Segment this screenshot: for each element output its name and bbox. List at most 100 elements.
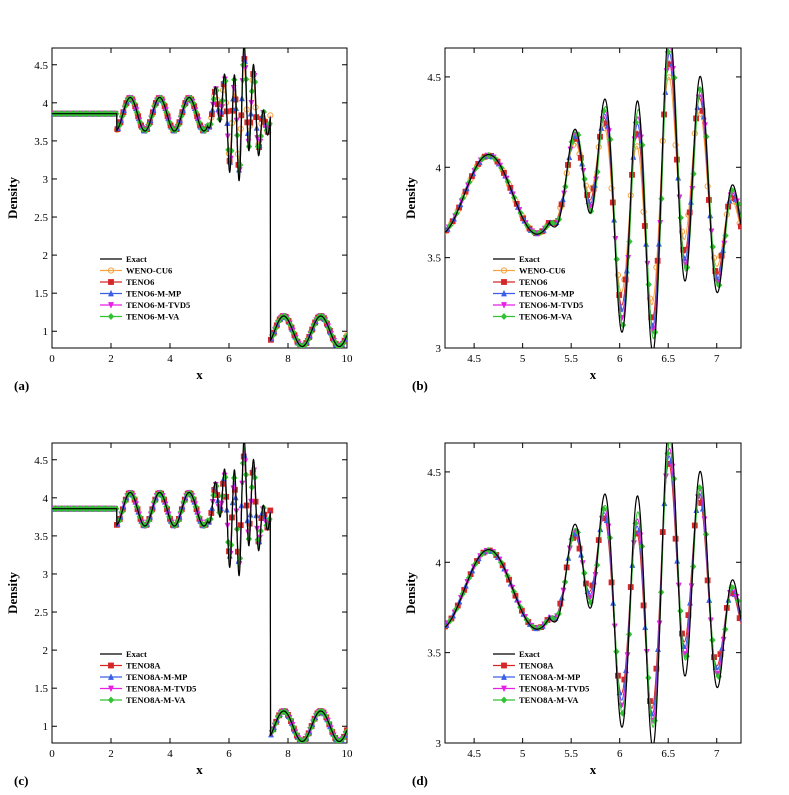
legend-marker-teno6-a bbox=[108, 279, 114, 285]
x-tick-label-b: 5 bbox=[520, 353, 526, 365]
panel-label-c: (c) bbox=[14, 773, 28, 788]
legend-entry-weno-cu6-a: WENO-CU6 bbox=[126, 266, 172, 276]
series-line-teno6-m-va-a bbox=[52, 48, 347, 347]
legend-entry-exact-c: Exact bbox=[126, 649, 147, 659]
legend-entry-teno6-m-va-a: TENO6-M-VA bbox=[126, 312, 180, 322]
legend-marker-teno6-m-va-b bbox=[500, 312, 508, 321]
legend-entry-teno8a-m-va-d: TENO8A-M-VA bbox=[519, 695, 579, 705]
y-tick-label-b: 3.5 bbox=[427, 253, 441, 265]
x-tick-label-a: 2 bbox=[108, 353, 114, 365]
y-tick-label-b: 3 bbox=[436, 343, 442, 355]
x-tick-label-a: 4 bbox=[167, 353, 173, 365]
y-tick-label-c: 1.5 bbox=[34, 683, 48, 695]
legend-entry-teno6-m-tvd5-b: TENO6-M-TVD5 bbox=[519, 300, 583, 310]
legend-marker-teno8a-m-va-d bbox=[500, 696, 508, 704]
y-tick-label-c: 3.5 bbox=[34, 531, 48, 543]
x-tick-label-c: 6 bbox=[226, 748, 232, 760]
plot-area-c bbox=[52, 443, 347, 743]
x-tick-label-a: 6 bbox=[226, 353, 232, 365]
y-tick-label-a: 3 bbox=[43, 174, 49, 186]
y-axis-label-c: Density bbox=[5, 572, 20, 614]
panel-label-d: (d) bbox=[412, 773, 428, 788]
legend-entry-weno-cu6-b: WENO-CU6 bbox=[519, 266, 565, 276]
series-point-teno6-m-va-b bbox=[677, 214, 684, 222]
x-tick-label-c: 10 bbox=[342, 748, 354, 760]
y-tick-label-b: 4 bbox=[436, 162, 442, 174]
legend-entry-exact-b: Exact bbox=[519, 254, 540, 264]
series-line-teno6-m-tvd5-a bbox=[52, 51, 347, 347]
y-tick-label-c: 2 bbox=[43, 645, 49, 657]
x-tick-label-d: 7 bbox=[714, 748, 720, 760]
legend-marker-teno8a-m-va-c bbox=[107, 696, 115, 704]
x-tick-label-d: 6.5 bbox=[661, 748, 675, 760]
x-tick-label-b: 4.5 bbox=[467, 353, 481, 365]
legend-marker-teno8a-c bbox=[108, 662, 114, 669]
x-tick-label-b: 6.5 bbox=[661, 353, 675, 365]
x-tick-label-c: 4 bbox=[167, 748, 173, 760]
y-axis-label-b: Density bbox=[403, 177, 418, 219]
series-line-teno6-m-mp-a bbox=[52, 53, 347, 347]
x-tick-label-b: 6 bbox=[617, 353, 623, 365]
x-tick-label-c: 2 bbox=[108, 748, 114, 760]
x-tick-label-d: 5 bbox=[520, 748, 526, 760]
series-line-teno8a-c bbox=[52, 455, 347, 742]
x-tick-label-d: 5.5 bbox=[564, 748, 578, 760]
legend-entry-teno8a-d: TENO8A bbox=[519, 661, 554, 671]
series-point-teno6-m-va-b bbox=[581, 175, 588, 183]
legend-marker-teno6-m-mp-a bbox=[108, 289, 114, 297]
y-tick-label-c: 4 bbox=[43, 493, 49, 505]
y-tick-label-b: 4.5 bbox=[427, 72, 441, 84]
panel-d: 4.5 5 5.5 6 6.5 7 3 3.5 4 4.5 x Density (d) Exact TENO… bbox=[403, 442, 742, 788]
series-line-teno8a-m-tvd5-c bbox=[52, 448, 347, 742]
x-tick-label-c: 8 bbox=[285, 748, 291, 760]
y-tick-label-d: 4 bbox=[436, 557, 442, 569]
plot-area-b bbox=[445, 48, 741, 348]
y-tick-label-c: 4.5 bbox=[34, 455, 48, 467]
series-point-teno6-m-va-b bbox=[690, 170, 697, 178]
y-tick-label-a: 3.5 bbox=[34, 136, 48, 148]
series-point-teno8a-m-va-d bbox=[645, 674, 652, 682]
panel-label-b: (b) bbox=[412, 378, 428, 393]
x-tick-label-a: 10 bbox=[342, 353, 354, 365]
panel-a: 0 2 4 6 8 10 1 1.5 2 2.5 3 3.5 4 4.5 x Density (a) Exact W… bbox=[5, 47, 354, 393]
series-point-teno6-m-va-b bbox=[613, 255, 620, 263]
y-tick-label-d: 4.5 bbox=[427, 467, 441, 479]
y-tick-label-a: 1.5 bbox=[34, 288, 48, 300]
panel-c: 0 2 4 6 8 10 1 1.5 2 2.5 3 3.5 4 4.5 x Density (c) Exact T… bbox=[5, 442, 354, 788]
legend-entry-teno8a-m-mp-c: TENO8A-M-MP bbox=[126, 672, 187, 682]
legend-marker-teno6-m-tvd5-b bbox=[501, 302, 507, 309]
y-axis-label-d: Density bbox=[403, 572, 418, 614]
legend-entry-teno6-m-tvd5-a: TENO6-M-TVD5 bbox=[126, 300, 190, 310]
series-point-teno6-m-va-b bbox=[658, 195, 665, 203]
y-tick-label-c: 3 bbox=[43, 569, 49, 581]
series-line-weno-cu6-a bbox=[52, 64, 347, 347]
series-line-exact-c bbox=[52, 443, 347, 743]
plot-frame-a bbox=[51, 47, 348, 349]
plot-frame-b bbox=[444, 47, 742, 349]
series-line-exact-b bbox=[445, 48, 741, 348]
y-tick-label-a: 1 bbox=[43, 326, 49, 338]
legend-marker-teno6-m-tvd5-a bbox=[108, 302, 114, 309]
series-line-exact-d bbox=[445, 443, 741, 743]
legend-marker-weno-cu6-b bbox=[500, 267, 508, 274]
legend-entry-exact-d: Exact bbox=[519, 649, 540, 659]
y-tick-label-d: 3 bbox=[436, 738, 442, 750]
legend-marker-teno6-m-va-a bbox=[107, 312, 115, 321]
legend-marker-teno8a-m-tvd5-c bbox=[108, 685, 114, 693]
plot-frame-d bbox=[444, 442, 742, 744]
legend-marker-teno8a-d bbox=[501, 662, 507, 669]
x-tick-label-c: 0 bbox=[49, 748, 55, 760]
y-tick-label-a: 4.5 bbox=[34, 60, 48, 72]
series-point-teno6-m-va-b bbox=[626, 238, 633, 246]
legend-marker-teno8a-m-mp-c bbox=[108, 673, 114, 680]
series-line-teno6-a bbox=[52, 56, 347, 347]
legend-marker-weno-cu6-a bbox=[107, 267, 115, 274]
plot-area-d bbox=[445, 443, 741, 743]
series-point-teno8a-m-va-d bbox=[677, 607, 684, 615]
legend-entry-teno6-m-mp-b: TENO6-M-MP bbox=[519, 289, 574, 299]
legend-entry-teno6-m-mp-a: TENO6-M-MP bbox=[126, 289, 181, 299]
legend-entry-teno8a-m-mp-d: TENO8A-M-MP bbox=[519, 672, 580, 682]
x-tick-label-d: 4.5 bbox=[467, 748, 481, 760]
